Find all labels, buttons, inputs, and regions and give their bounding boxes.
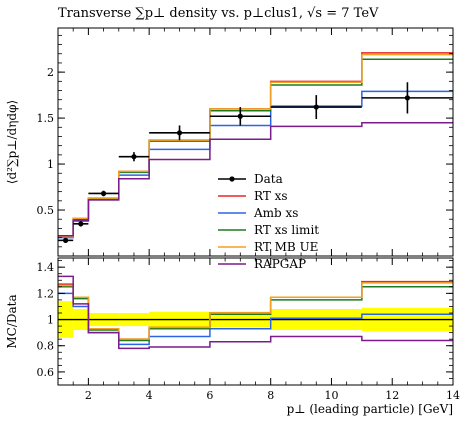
data-point [404,95,411,101]
legend: Data RT xs Amb xs RT xs limit RT MB UE RAPGAP [218,172,319,271]
x-tick-label: 6 [206,389,213,402]
data-point [176,130,183,136]
ratio-series-rapgap [58,275,453,350]
x-tick-label: 2 [85,389,92,402]
ratio-y-tick-label: 1.4 [37,261,55,274]
legend-label: RT xs limit [254,223,319,237]
data-point [131,154,137,160]
main-series-rapgap [58,121,453,237]
main-y-tick-label: 1 [47,158,54,171]
ratio-frame [57,257,454,386]
legend-label: Data [254,172,283,186]
data-point [100,190,107,197]
main-y-tick-label: 1.5 [37,112,55,125]
chart-title: Transverse ∑p⊥ density vs. p⊥clus1, √s =… [58,6,379,21]
data-point [237,113,243,119]
x-axis-label: p⊥ (leading particle) [GeV] [287,402,453,416]
ratio-y-axis-label: MC/Data [5,294,19,348]
main-y-tick-label: 2 [47,66,54,79]
legend-label: RT xs [254,189,288,203]
x-tick-label: 8 [267,389,274,402]
ratio-series-rt-mb-ue [58,282,453,340]
legend-label: RAPGAP [254,257,306,271]
ratio-y-tick-label: 0.8 [37,340,55,353]
ratio-panel: 0.6 0.8 1 1.2 1.4 2 4 6 8 10 12 14 [37,257,460,402]
legend-marker-data-point [229,176,235,182]
main-panel: 0.5 1 1.5 2 [37,27,454,257]
data-point [78,221,84,227]
x-tick-label: 4 [146,389,153,402]
legend-label: RT MB UE [254,240,318,254]
ratio-y-tick-label: 1.2 [37,287,55,300]
data-point [313,104,319,110]
legend-label: Amb xs [253,206,298,220]
ratio-y-tick-label: 0.6 [37,366,55,379]
x-tick-label: 10 [324,389,338,402]
main-series-rt-mb-ue [58,53,453,238]
main-y-tick-label: 0.5 [37,204,55,217]
data-point [62,237,69,243]
ratio-y-tick-label: 1 [47,314,54,327]
x-tick-label: 12 [385,389,399,402]
x-tick-label: 14 [446,389,460,402]
main-frame [57,27,454,257]
main-y-axis-label: ⟨d²∑p⊥/dηdφ⟩ [5,100,19,184]
